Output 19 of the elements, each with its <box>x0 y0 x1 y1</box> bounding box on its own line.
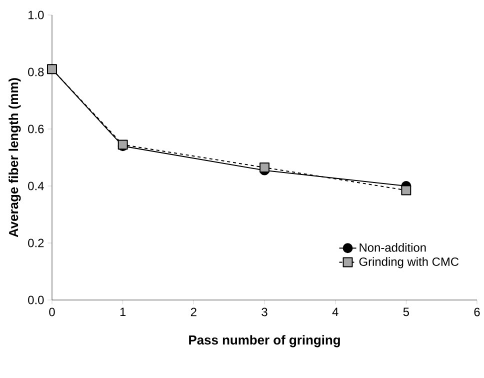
x-tick-label: 4 <box>332 308 338 316</box>
x-tick-label: 6 <box>474 308 480 316</box>
y-tick-label: 0.2 <box>28 238 44 248</box>
y-tick-label: 0.0 <box>28 296 44 304</box>
legend-label: Grinding with CMC <box>359 257 459 268</box>
y-tick-label: 0.8 <box>28 68 44 76</box>
y-tick-label: 0.6 <box>28 124 44 134</box>
point <box>401 185 412 196</box>
x-tick-label: 5 <box>403 308 409 316</box>
y-axis-title: Average fiber length (mm) <box>8 78 21 238</box>
y-tick-label: 1.0 <box>28 10 44 20</box>
x-tick-label: 3 <box>262 308 268 316</box>
point <box>260 162 270 172</box>
x-tick-label: 0 <box>49 308 55 316</box>
x-tick-label: 1 <box>120 308 126 316</box>
legend-label: Non-addition <box>360 243 426 252</box>
x-tick-label: 2 <box>190 308 196 316</box>
y-tick-label: 0.4 <box>28 182 44 190</box>
x-axis-title: Pass number of gringing <box>189 335 340 348</box>
